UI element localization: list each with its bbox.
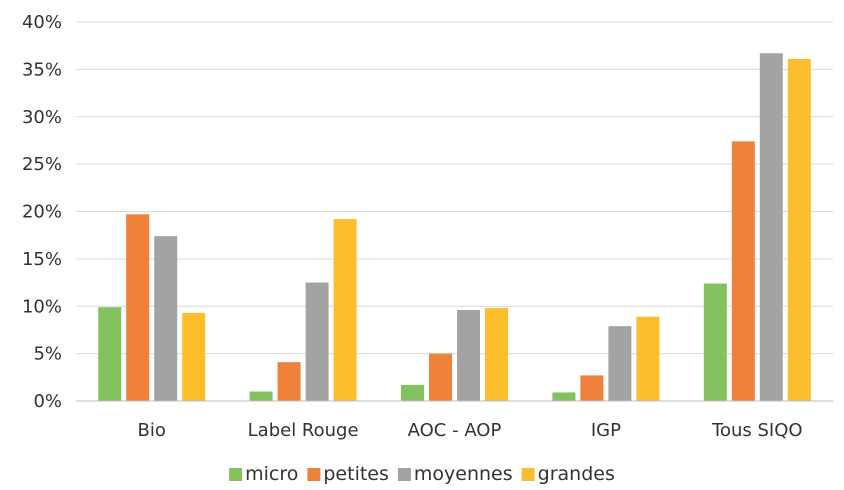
legend-swatch-petites bbox=[307, 468, 321, 481]
y-tick-label: 0% bbox=[33, 391, 62, 412]
x-category-label: Bio bbox=[138, 420, 166, 441]
legend: micro petites moyennes grandes bbox=[229, 463, 615, 485]
y-tick-label: 25% bbox=[22, 154, 62, 175]
bar-moyennes bbox=[457, 310, 480, 401]
bar-grandes bbox=[333, 219, 357, 401]
y-tick-label: 5% bbox=[33, 344, 62, 365]
legend-label-grandes: grandes bbox=[538, 463, 615, 485]
bar-grandes bbox=[182, 312, 206, 401]
bar-grandes bbox=[787, 58, 811, 401]
x-category-label: AOC - AOP bbox=[408, 420, 502, 441]
bar-micro bbox=[249, 391, 273, 401]
bar-grandes bbox=[485, 308, 508, 401]
y-tick-label: 15% bbox=[22, 249, 62, 270]
y-tick-label: 20% bbox=[22, 202, 62, 223]
legend-swatch-grandes bbox=[521, 468, 535, 481]
legend-label-petites: petites bbox=[323, 463, 389, 485]
y-tick-label: 30% bbox=[22, 107, 62, 128]
x-axis-categories: Bio Label Rouge AOC - AOP IGP Tous SIQO bbox=[138, 420, 803, 441]
legend-label-micro: micro bbox=[245, 463, 298, 485]
bar-moyennes bbox=[608, 326, 632, 401]
x-category-label: Label Rouge bbox=[248, 420, 359, 441]
legend-label-moyennes: moyennes bbox=[414, 463, 513, 485]
y-tick-label: 40% bbox=[22, 12, 62, 33]
legend-swatch-micro bbox=[229, 468, 243, 481]
bar-petites bbox=[277, 362, 301, 401]
bar-micro bbox=[401, 384, 424, 401]
bar-petites bbox=[580, 375, 604, 401]
bars bbox=[98, 53, 811, 402]
x-category-label: Tous SIQO bbox=[711, 420, 803, 441]
bar-petites bbox=[126, 214, 150, 401]
bar-moyennes bbox=[759, 53, 783, 402]
grid-lines bbox=[76, 21, 833, 355]
bar-micro bbox=[98, 307, 122, 401]
bar-micro bbox=[703, 283, 727, 401]
bar-petites bbox=[731, 141, 755, 401]
bar-grandes bbox=[636, 316, 660, 401]
bar-moyennes bbox=[154, 236, 178, 401]
bar-micro bbox=[552, 392, 576, 401]
y-tick-label: 35% bbox=[22, 59, 62, 80]
y-tick-label: 10% bbox=[22, 296, 62, 317]
bar-petites bbox=[429, 353, 452, 401]
y-axis-ticks: 0% 5% 10% 15% 20% 25% 30% 35% 40% bbox=[22, 12, 62, 412]
bar-moyennes bbox=[305, 282, 329, 401]
legend-swatch-moyennes bbox=[397, 468, 411, 481]
x-category-label: IGP bbox=[591, 420, 621, 441]
